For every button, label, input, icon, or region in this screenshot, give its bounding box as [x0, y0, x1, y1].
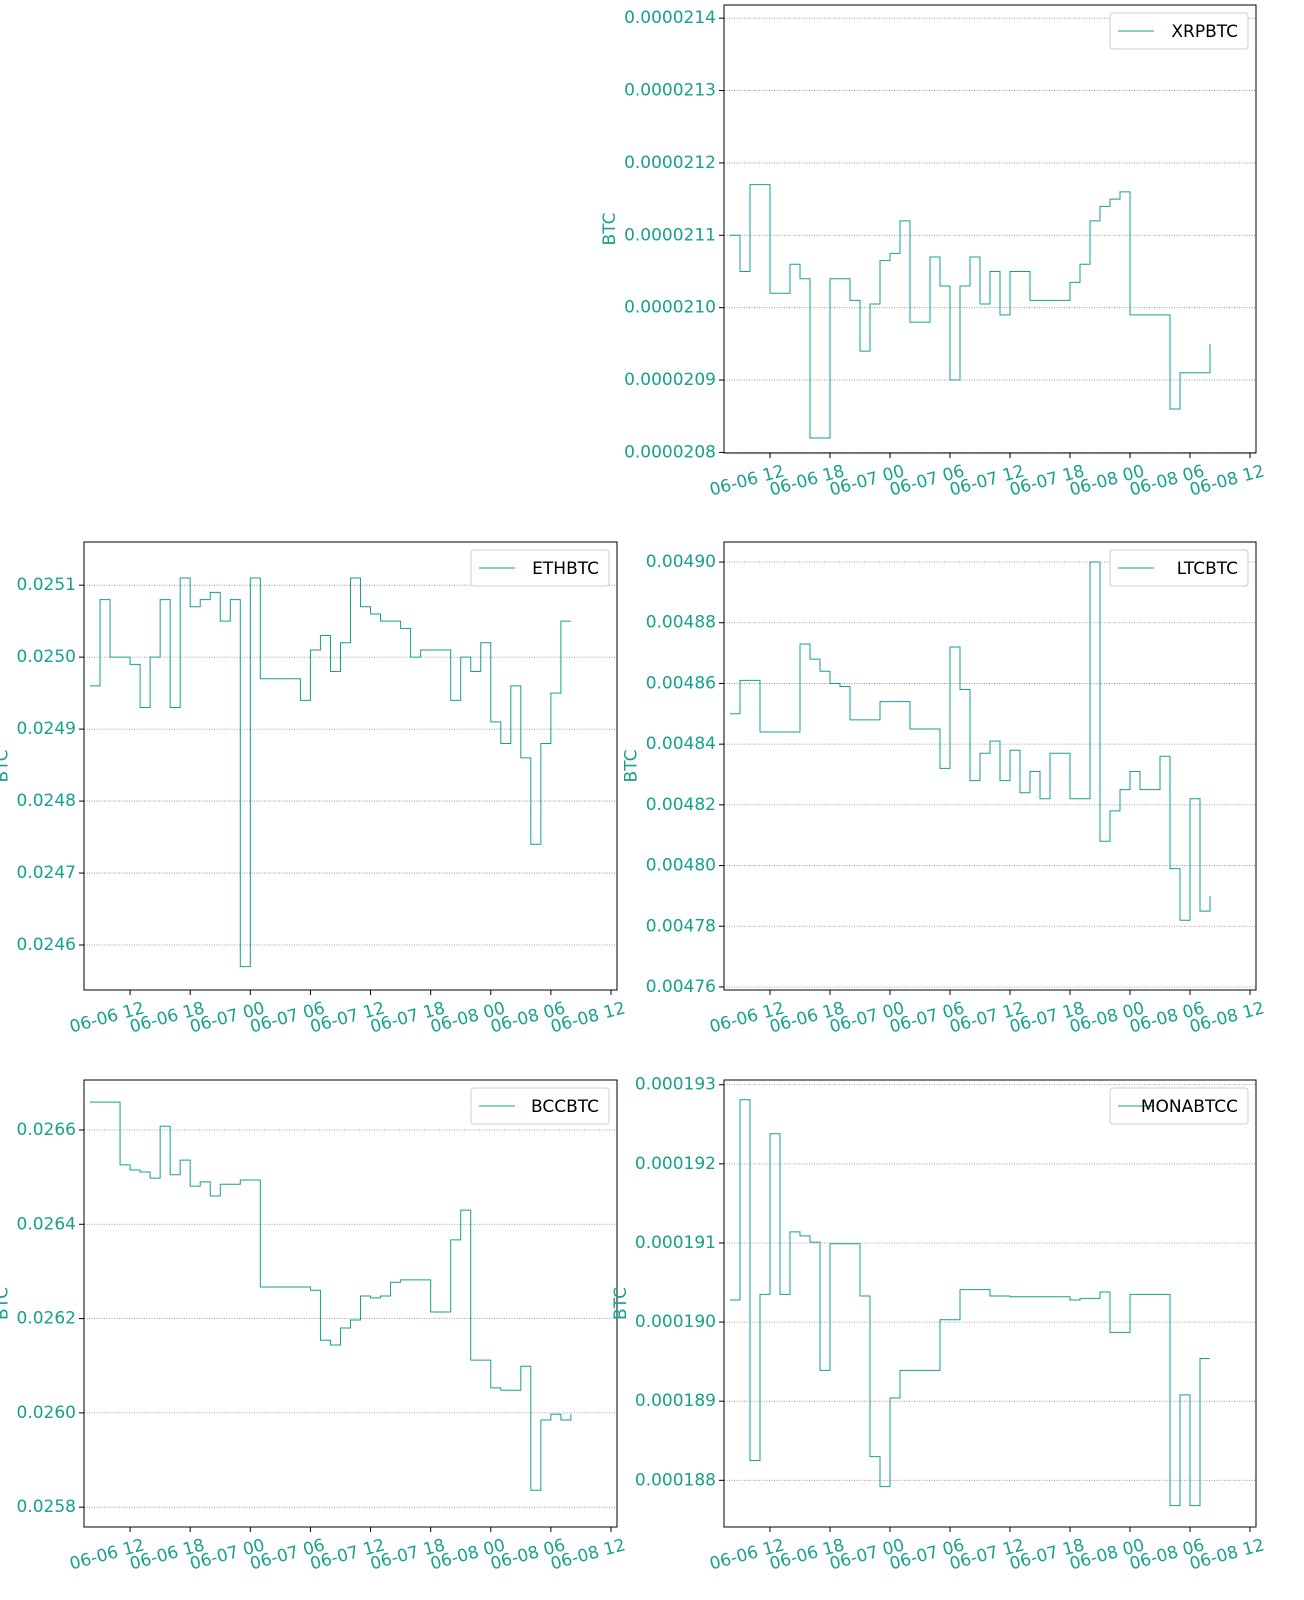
legend-box — [1109, 12, 1249, 50]
y-tick-label: 0.0248 — [17, 791, 76, 811]
y-tick-label: 0.0000210 — [624, 298, 716, 318]
y-axis-label: BTC — [611, 1287, 631, 1320]
y-tick-label: 0.0262 — [17, 1309, 76, 1329]
y-tick-label: 0.0246 — [17, 935, 76, 955]
legend-label: ETHBTC — [532, 559, 599, 579]
y-axis-label: BTC — [0, 1287, 13, 1320]
y-tick-label: 0.00488 — [646, 613, 716, 633]
price-line — [730, 561, 1211, 921]
y-tick-label: 0.00476 — [646, 977, 716, 997]
y-tick-label: 0.0250 — [17, 647, 76, 667]
y-tick-label: 0.000193 — [635, 1075, 716, 1095]
plot-frame — [83, 1079, 618, 1528]
plot-frame — [723, 1079, 1257, 1528]
legend-box — [1109, 549, 1249, 587]
y-tick-label: 0.0000214 — [624, 8, 716, 28]
y-tick-label: 0.0000213 — [624, 81, 716, 101]
price-line — [90, 1101, 572, 1491]
y-tick-label: 0.0266 — [17, 1120, 76, 1140]
legend-label: LTCBTC — [1177, 559, 1238, 579]
plot-frame — [723, 541, 1257, 991]
y-tick-label: 0.0251 — [17, 575, 76, 595]
y-tick-label: 0.0260 — [17, 1403, 76, 1423]
y-tick-label: 0.0000208 — [624, 442, 716, 462]
y-tick-label: 0.000190 — [635, 1312, 716, 1332]
y-tick-label: 0.00484 — [646, 734, 716, 754]
y-tick-label: 0.00486 — [646, 673, 716, 693]
y-tick-label: 0.0000209 — [624, 370, 716, 390]
y-tick-label: 0.00490 — [646, 552, 716, 572]
y-axis-label: BTC — [600, 213, 620, 246]
y-axis-label: BTC — [622, 750, 642, 783]
legend-box — [470, 549, 610, 587]
y-tick-label: 0.0264 — [17, 1214, 76, 1234]
y-tick-label: 0.00482 — [646, 795, 716, 815]
price-line — [730, 184, 1211, 439]
y-tick-label: 0.00478 — [646, 916, 716, 936]
legend-label: XRPBTC — [1171, 22, 1238, 42]
y-tick-label: 0.000192 — [635, 1154, 716, 1174]
legend-label: MONABTCC — [1141, 1097, 1238, 1117]
plot-frame — [83, 541, 618, 991]
y-tick-label: 0.000189 — [635, 1391, 716, 1411]
y-tick-label: 0.0000211 — [624, 225, 716, 245]
y-tick-label: 0.000191 — [635, 1233, 716, 1253]
price-line — [730, 1099, 1210, 1507]
price-line — [90, 577, 571, 968]
y-tick-label: 0.0000212 — [624, 153, 716, 173]
legend-box — [470, 1087, 610, 1125]
y-tick-label: 0.00480 — [646, 856, 716, 876]
y-tick-label: 0.0258 — [17, 1497, 76, 1517]
y-tick-label: 0.0249 — [17, 719, 76, 739]
y-tick-label: 0.000188 — [635, 1470, 716, 1490]
legend-label: BCCBTC — [531, 1097, 599, 1117]
legend-box — [1109, 1087, 1249, 1125]
plot-frame — [723, 4, 1257, 454]
y-tick-label: 0.0247 — [17, 863, 76, 883]
y-axis-label: BTC — [0, 750, 13, 783]
